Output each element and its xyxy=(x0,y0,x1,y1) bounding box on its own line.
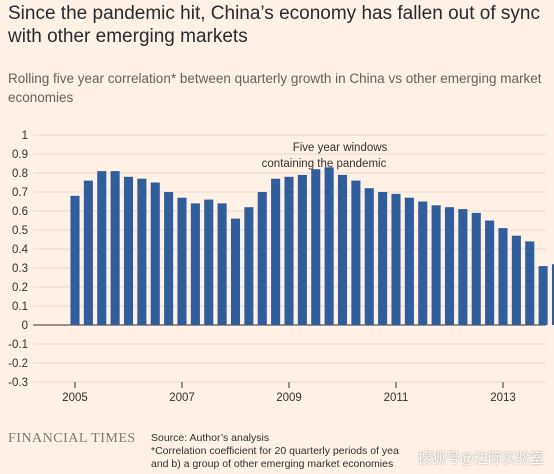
bar xyxy=(485,220,495,325)
bar xyxy=(123,176,134,325)
y-tick-label: 0.2 xyxy=(12,282,28,294)
chart-subtitle: Rolling five year correlation* between q… xyxy=(8,71,542,105)
chart-title: Since the pandemic hit, China’s economy … xyxy=(8,3,540,47)
x-tick-label: 2007 xyxy=(169,392,195,404)
bar xyxy=(164,192,174,325)
bar xyxy=(351,180,361,325)
bar xyxy=(364,188,374,325)
bar xyxy=(311,169,321,325)
bar xyxy=(444,207,455,325)
bar xyxy=(525,241,535,325)
pandemic-annotation-line1: Five year windows xyxy=(293,142,388,154)
x-axis-ticks: 200520072009201120132015201720192021 xyxy=(62,382,516,404)
note-line-2: and b) a group of other emerging market … xyxy=(151,458,394,470)
bar xyxy=(204,199,214,325)
bar xyxy=(137,178,147,325)
bar xyxy=(217,203,227,325)
bar xyxy=(418,201,428,325)
y-tick-label: -0.2 xyxy=(8,358,28,370)
source-notes: Source: Author’s analysis *Correlation c… xyxy=(151,432,546,471)
y-tick-label: 0 xyxy=(22,320,28,332)
bar xyxy=(271,178,281,325)
y-tick-label: 0.3 xyxy=(12,263,28,275)
x-tick-label: 2013 xyxy=(490,392,516,404)
bar xyxy=(551,264,554,325)
y-tick-label: 0.6 xyxy=(12,206,28,218)
y-tick-label: 0.4 xyxy=(12,244,29,256)
y-tick-label: 0.9 xyxy=(12,149,28,161)
bar xyxy=(471,212,481,325)
bar xyxy=(70,195,80,325)
x-tick-label: 2009 xyxy=(276,392,302,404)
bar-chart: 1 0.9 0.8 0.7 0.6 0.5 0.4 0.3 0.2 0.1 0 -0.1 -0.2 -0.… xyxy=(8,130,554,404)
y-tick-label: 0.5 xyxy=(12,225,28,237)
pandemic-annotation-line2: containing the pandemic xyxy=(262,158,387,170)
y-tick-label: 0.7 xyxy=(12,187,28,199)
y-tick-label: -0.1 xyxy=(8,339,28,351)
bar xyxy=(404,197,414,325)
bar xyxy=(257,192,267,325)
bar xyxy=(498,228,508,325)
source-line: Source: Author’s analysis xyxy=(151,432,270,444)
watermark: 搜狐号@边际实验室 xyxy=(417,450,544,466)
y-tick-label: 0.1 xyxy=(12,301,28,313)
y-tick-label: -0.3 xyxy=(8,377,28,389)
bar xyxy=(110,171,120,325)
bar xyxy=(83,180,93,325)
bar xyxy=(431,205,441,325)
bar xyxy=(297,174,307,325)
bars xyxy=(70,167,554,325)
bar xyxy=(244,207,254,325)
bar xyxy=(458,209,468,325)
y-tick-label: 1 xyxy=(22,130,28,142)
bar xyxy=(190,203,200,325)
bar xyxy=(230,218,241,325)
x-tick-label: 2011 xyxy=(384,392,409,404)
note-line-1: *Correlation coefficient for 20 quarterl… xyxy=(151,445,399,457)
bar xyxy=(177,197,187,325)
bar xyxy=(538,266,548,325)
bar xyxy=(324,167,334,325)
x-tick-label: 2005 xyxy=(62,392,88,404)
bar xyxy=(97,171,107,325)
bar xyxy=(150,182,160,325)
ft-logo-text: FINANCIAL TIMES xyxy=(8,431,136,446)
bar xyxy=(511,235,521,325)
bar xyxy=(284,176,294,325)
bar xyxy=(378,192,388,325)
y-axis-ticks: 1 0.9 0.8 0.7 0.6 0.5 0.4 0.3 0.2 0.1 0 -0.1 -0.2 -0.… xyxy=(8,130,28,389)
bar xyxy=(391,193,401,325)
bar xyxy=(337,174,348,325)
y-tick-label: 0.8 xyxy=(12,168,28,180)
